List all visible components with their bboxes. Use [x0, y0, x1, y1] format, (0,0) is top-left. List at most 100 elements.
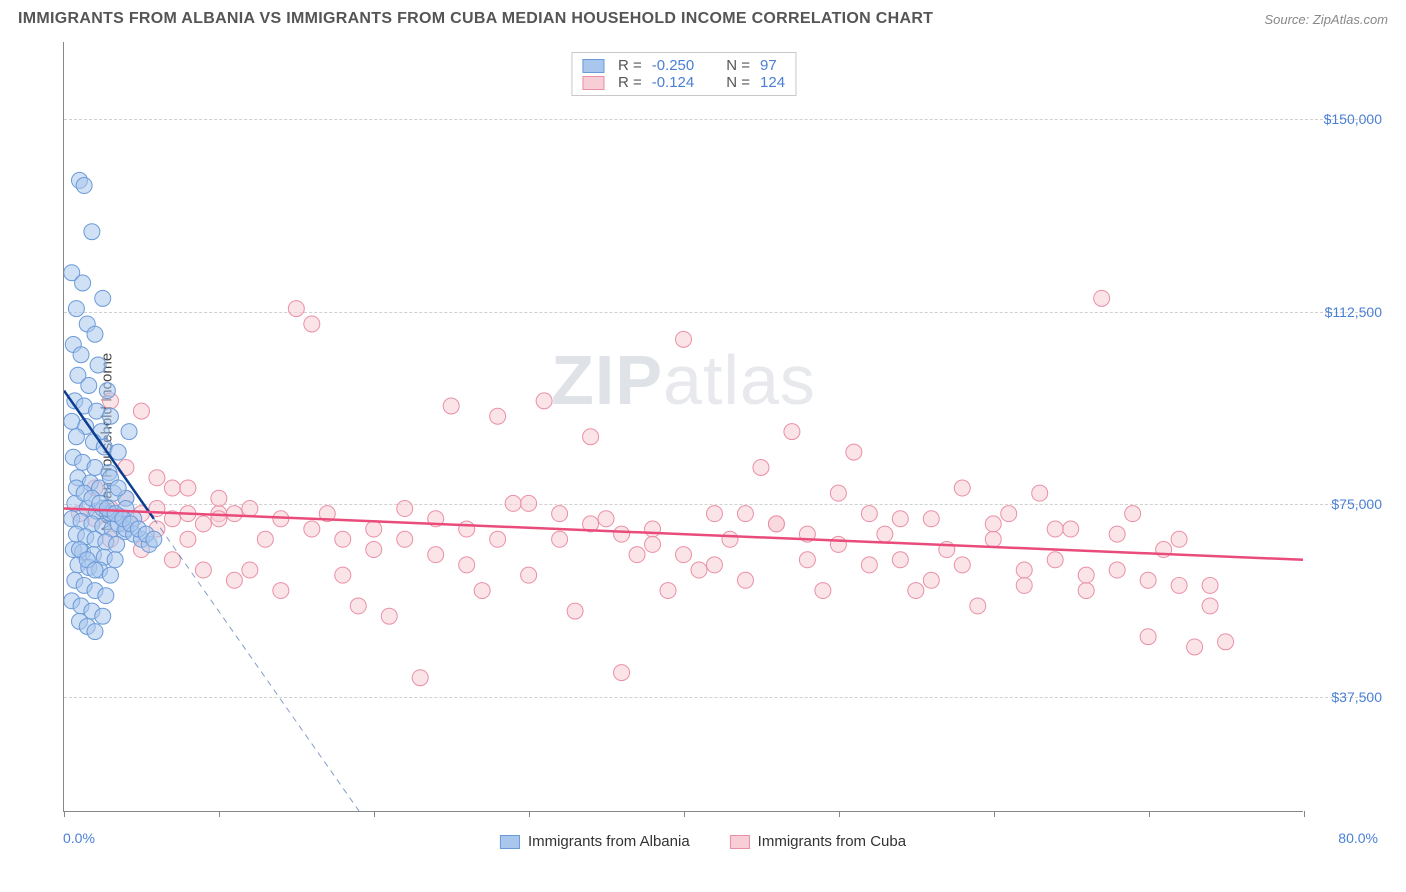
data-point-cuba — [335, 531, 351, 547]
data-point-cuba — [180, 480, 196, 496]
data-point-cuba — [521, 495, 537, 511]
data-point-cuba — [459, 557, 475, 573]
data-point-cuba — [149, 470, 165, 486]
data-point-cuba — [366, 542, 382, 558]
data-point-cuba — [970, 598, 986, 614]
data-point-albania — [102, 408, 118, 424]
data-point-cuba — [614, 665, 630, 681]
data-point-cuba — [583, 429, 599, 445]
data-point-albania — [109, 536, 125, 552]
y-tick-label: $112,500 — [1325, 304, 1382, 320]
data-point-cuba — [1125, 506, 1141, 522]
data-point-cuba — [1171, 531, 1187, 547]
data-point-cuba — [985, 531, 1001, 547]
data-point-cuba — [397, 501, 413, 517]
data-point-cuba — [1218, 634, 1234, 650]
data-point-cuba — [892, 552, 908, 568]
data-point-cuba — [226, 572, 242, 588]
x-tick — [684, 811, 685, 817]
data-point-cuba — [1063, 521, 1079, 537]
data-point-cuba — [877, 526, 893, 542]
y-tick-label: $75,000 — [1331, 496, 1382, 512]
data-point-albania — [68, 301, 84, 317]
data-point-cuba — [536, 393, 552, 409]
x-tick — [219, 811, 220, 817]
data-point-cuba — [505, 495, 521, 511]
x-tick — [374, 811, 375, 817]
source-attribution: Source: ZipAtlas.com — [1264, 12, 1388, 27]
data-point-cuba — [180, 531, 196, 547]
data-point-albania — [107, 552, 123, 568]
data-point-cuba — [273, 583, 289, 599]
data-point-cuba — [335, 567, 351, 583]
data-point-cuba — [737, 506, 753, 522]
data-point-cuba — [397, 531, 413, 547]
data-point-cuba — [242, 501, 258, 517]
x-tick — [64, 811, 65, 817]
data-point-cuba — [676, 331, 692, 347]
data-point-cuba — [257, 531, 273, 547]
data-point-cuba — [846, 444, 862, 460]
data-point-cuba — [1140, 572, 1156, 588]
data-point-cuba — [1140, 629, 1156, 645]
stats-n-label: N = — [726, 57, 750, 74]
trend-line-dash-albania — [154, 519, 420, 811]
x-tick — [1149, 811, 1150, 817]
stats-box: R = -0.250 N = 97 R = -0.124 N = 124 — [571, 52, 796, 96]
data-point-cuba — [722, 531, 738, 547]
legend-swatch-albania — [500, 835, 520, 849]
chart-svg — [64, 42, 1303, 811]
data-point-cuba — [598, 511, 614, 527]
data-point-cuba — [923, 572, 939, 588]
stats-n-label-2: N = — [726, 74, 750, 91]
stats-n-albania: 97 — [760, 57, 777, 74]
y-tick-label: $37,500 — [1331, 689, 1382, 705]
chart-title: IMMIGRANTS FROM ALBANIA VS IMMIGRANTS FR… — [18, 10, 933, 28]
data-point-cuba — [567, 603, 583, 619]
data-point-cuba — [474, 583, 490, 599]
stats-r-cuba: -0.124 — [652, 74, 695, 91]
data-point-cuba — [412, 670, 428, 686]
legend-item-albania: Immigrants from Albania — [500, 833, 690, 850]
data-point-albania — [98, 588, 114, 604]
data-point-cuba — [892, 511, 908, 527]
data-point-cuba — [1078, 567, 1094, 583]
data-point-cuba — [737, 572, 753, 588]
data-point-albania — [102, 567, 118, 583]
data-point-albania — [84, 224, 100, 240]
legend-label-albania: Immigrants from Albania — [528, 833, 690, 850]
data-point-cuba — [459, 521, 475, 537]
data-point-cuba — [954, 557, 970, 573]
data-point-cuba — [753, 460, 769, 476]
data-point-cuba — [1001, 506, 1017, 522]
data-point-cuba — [691, 562, 707, 578]
data-point-albania — [110, 480, 126, 496]
swatch-albania — [582, 59, 604, 73]
data-point-cuba — [490, 531, 506, 547]
data-point-albania — [87, 326, 103, 342]
swatch-cuba — [582, 76, 604, 90]
data-point-cuba — [1171, 577, 1187, 593]
data-point-cuba — [768, 516, 784, 532]
data-point-cuba — [1047, 521, 1063, 537]
data-point-cuba — [521, 567, 537, 583]
data-point-albania — [73, 347, 89, 363]
data-point-cuba — [164, 552, 180, 568]
data-point-cuba — [660, 583, 676, 599]
data-point-cuba — [908, 583, 924, 599]
data-point-cuba — [614, 526, 630, 542]
x-tick — [994, 811, 995, 817]
data-point-cuba — [242, 562, 258, 578]
data-point-albania — [68, 429, 84, 445]
data-point-cuba — [1187, 639, 1203, 655]
x-max-label: 80.0% — [1338, 830, 1378, 846]
data-point-cuba — [784, 424, 800, 440]
stats-row-cuba: R = -0.124 N = 124 — [582, 74, 785, 91]
data-point-cuba — [1109, 526, 1125, 542]
data-point-cuba — [1109, 562, 1125, 578]
data-point-cuba — [304, 316, 320, 332]
data-point-cuba — [164, 480, 180, 496]
data-point-albania — [95, 290, 111, 306]
legend-swatch-cuba — [730, 835, 750, 849]
data-point-cuba — [366, 521, 382, 537]
